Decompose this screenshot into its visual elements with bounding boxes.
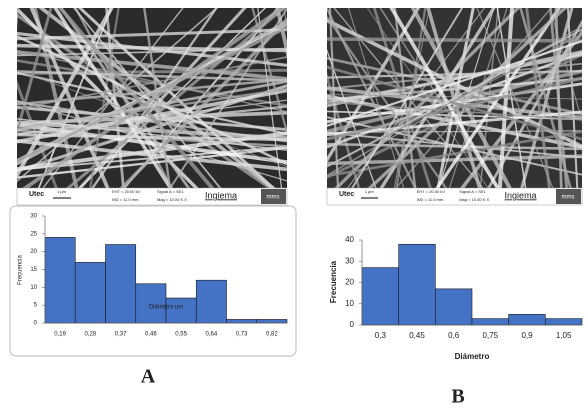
- fiber: [307, 39, 588, 41]
- y-axis-label: Frecuencia: [18, 255, 24, 285]
- y-tick-label: 25: [30, 231, 37, 237]
- y-tick-label: 40: [345, 235, 354, 244]
- bar: [435, 289, 472, 325]
- bar: [362, 268, 399, 325]
- info: EHT = 20.00 kV: [112, 189, 141, 194]
- y-tick-label: 30: [30, 214, 37, 220]
- brand: Ingiema: [205, 190, 237, 200]
- x-tick-label: 0,73: [236, 332, 248, 338]
- bar: [196, 280, 226, 323]
- x-tick-label: 0,19: [54, 332, 66, 338]
- x-tick-label: 0,28: [85, 332, 97, 338]
- brand: Ingiema: [505, 190, 537, 200]
- scale-bar-label: 1 µm: [365, 189, 375, 194]
- info: Signal A = SE1: [459, 189, 486, 194]
- y-tick-label: 0: [350, 320, 355, 329]
- logo: Utec: [29, 191, 44, 198]
- fiber: [0, 0, 19, 208]
- x-tick-label: 1,05: [556, 331, 572, 340]
- x-tick-label: 0,46: [145, 332, 157, 338]
- y-axis-label: Frecuencia: [329, 260, 338, 303]
- fiber: [5, 0, 15, 208]
- bar: [257, 319, 287, 323]
- bar: [136, 284, 166, 323]
- page: {"chart_data": [ {"type": "bar", "y_labe…: [0, 0, 588, 411]
- y-tick-label: 10: [345, 299, 354, 308]
- logo: Utec: [339, 191, 354, 198]
- x-tick-label: 0,3: [375, 331, 387, 340]
- y-tick-label: 20: [30, 249, 37, 255]
- tag: mms: [562, 195, 575, 201]
- info: WD = 11.0 mm: [112, 197, 139, 202]
- panel-label: B: [451, 386, 464, 406]
- bar: [545, 319, 582, 325]
- panel-label: A: [141, 366, 156, 388]
- bar: [399, 244, 436, 325]
- x-tick-label: 0,6: [448, 331, 460, 340]
- bar: [472, 319, 509, 325]
- x-tick-label: 0,64: [206, 332, 218, 338]
- x-axis-label: Diámetro um: [149, 305, 183, 311]
- tag: mms: [267, 195, 280, 201]
- y-tick-label: 30: [345, 256, 354, 265]
- x-tick-label: 0,82: [266, 332, 278, 338]
- info: EHT = 20.00 kV: [417, 189, 446, 194]
- bar: [509, 314, 546, 325]
- y-tick-label: 15: [30, 267, 37, 273]
- x-tick-label: 0,37: [115, 332, 127, 338]
- info: WD = 11.0 mm: [417, 197, 444, 202]
- info: Mag = 10.00 K X: [157, 197, 187, 202]
- bar: [106, 245, 136, 323]
- x-tick-label: 0,75: [483, 331, 499, 340]
- info: Signal A = SE1: [157, 189, 184, 194]
- info: Mag = 10.00 K X: [459, 197, 489, 202]
- bar: [75, 262, 105, 323]
- scale-bar-label: 1 µm: [57, 189, 67, 194]
- y-tick-label: 20: [345, 278, 354, 287]
- figure: A B Utec 1 µm EHT = 20.00 kV WD = 11.0 mm Si…: [0, 0, 588, 406]
- x-tick-label: 0,9: [521, 331, 533, 340]
- y-tick-label: 10: [30, 285, 37, 291]
- x-tick-label: 0,55: [175, 332, 187, 338]
- x-tick-label: 0,45: [409, 331, 425, 340]
- x-axis-label: Diámetro: [455, 352, 490, 361]
- bar: [45, 237, 75, 323]
- bar: [227, 319, 257, 323]
